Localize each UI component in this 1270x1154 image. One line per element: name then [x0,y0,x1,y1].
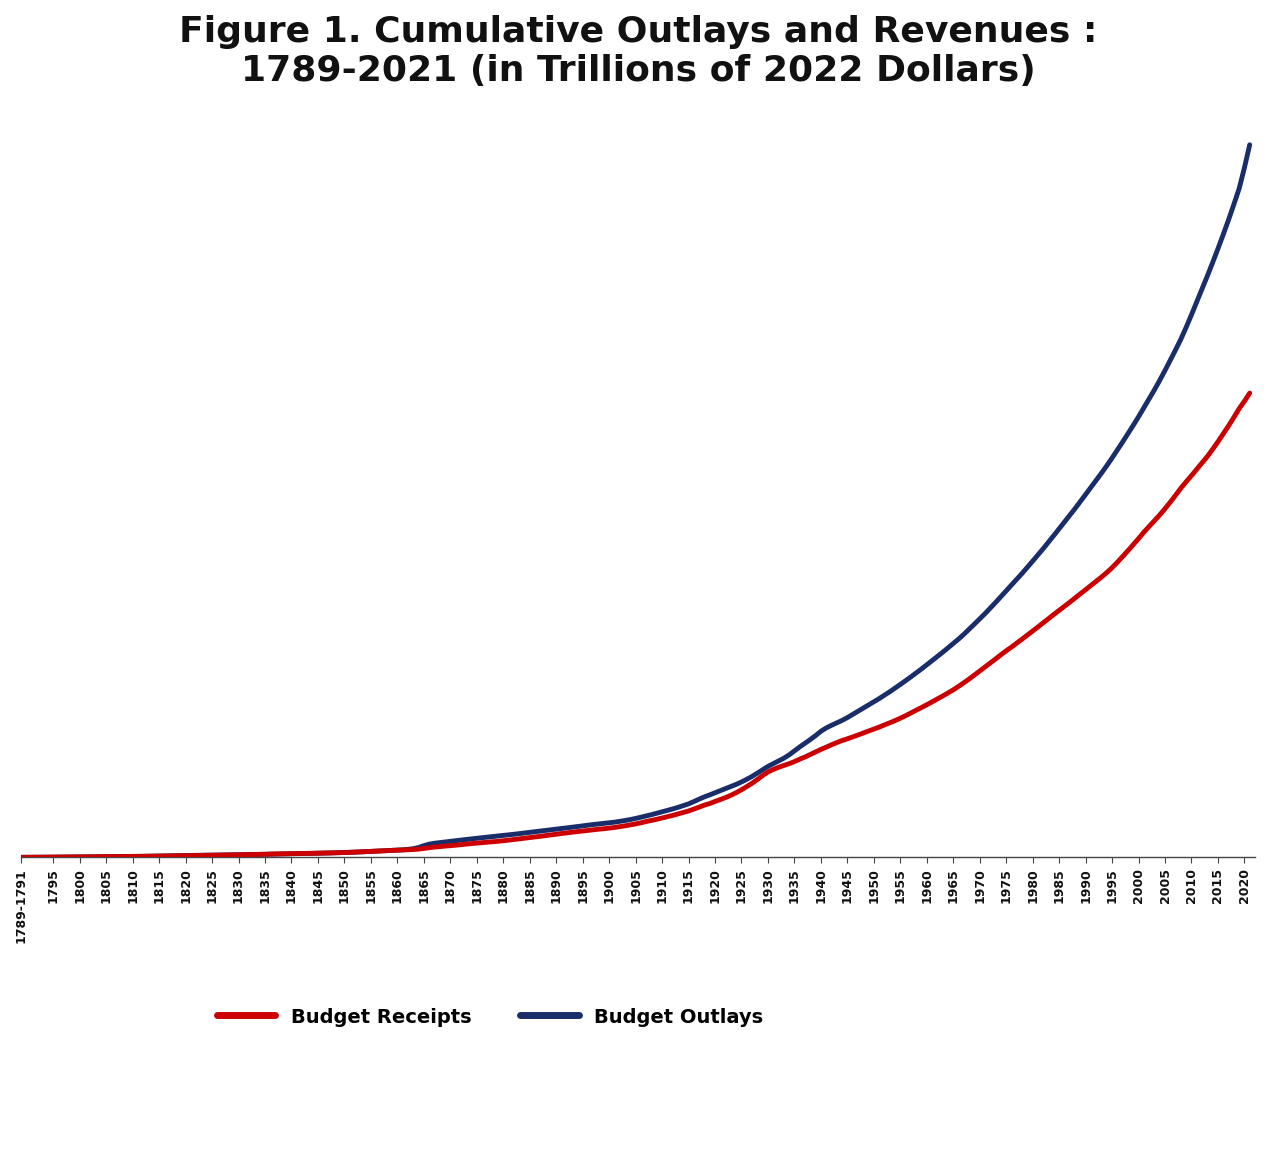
Budget Outlays [253,847,268,861]
Budget Receipts [729,786,744,800]
Line: Budget Outlays: Budget Outlays [22,144,1250,857]
Budget Outlays [940,640,955,654]
Budget Receipts [331,846,347,860]
Budget Receipts [1105,561,1120,575]
Budget Outlays [331,846,347,860]
Budget Receipts [866,722,881,736]
Budget Outlays [866,695,881,709]
Budget Receipts [253,847,268,861]
Budget Receipts [940,685,955,699]
Budget Outlays [1105,451,1120,465]
Line: Budget Receipts: Budget Receipts [22,394,1250,857]
Budget Receipts [1242,387,1257,400]
Title: Figure 1. Cumulative Outlays and Revenues :
1789-2021 (in Trillions of 2022 Doll: Figure 1. Cumulative Outlays and Revenue… [179,15,1097,89]
Legend: Budget Receipts, Budget Outlays: Budget Receipts, Budget Outlays [210,999,771,1035]
Budget Outlays [1242,137,1257,151]
Budget Outlays [14,850,29,864]
Budget Outlays [729,778,744,792]
Budget Receipts [14,850,29,864]
